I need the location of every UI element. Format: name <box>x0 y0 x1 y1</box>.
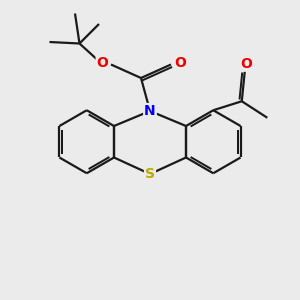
Text: O: O <box>240 57 252 71</box>
Text: N: N <box>144 104 156 118</box>
Text: O: O <box>174 56 186 70</box>
Text: S: S <box>145 167 155 181</box>
Text: O: O <box>97 56 109 70</box>
